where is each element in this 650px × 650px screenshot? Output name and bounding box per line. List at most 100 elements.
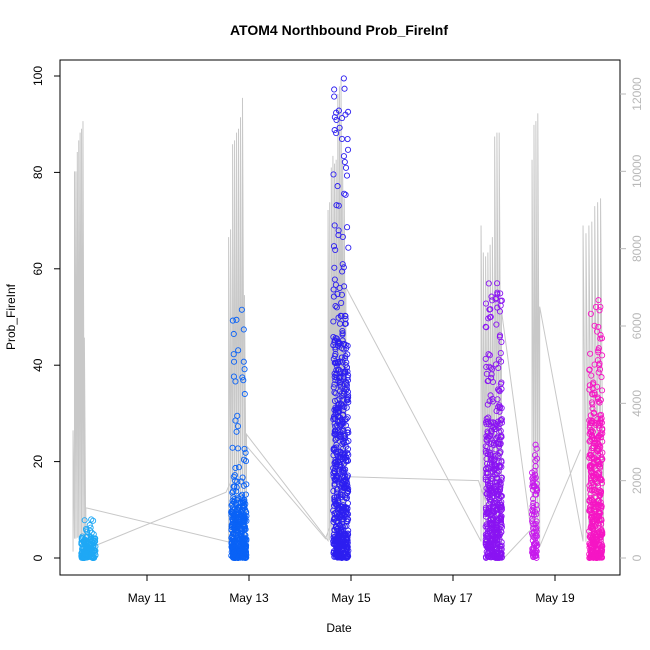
data-point	[594, 447, 601, 454]
data-point	[592, 501, 599, 508]
data-point	[340, 445, 347, 452]
data-point-max	[595, 297, 602, 304]
data-point	[331, 93, 338, 100]
data-point	[240, 326, 247, 333]
data-point	[230, 553, 237, 560]
data-point	[338, 291, 345, 298]
data-point	[496, 388, 503, 395]
data-point	[345, 553, 352, 560]
data-point	[488, 552, 495, 559]
data-point	[493, 521, 500, 528]
data-point	[345, 108, 352, 115]
data-point	[333, 304, 340, 311]
x-axis-label: Date	[326, 621, 352, 635]
data-point-max	[340, 75, 347, 82]
data-point	[343, 404, 350, 411]
data-point	[337, 513, 344, 520]
data-point	[343, 415, 350, 422]
data-point	[592, 541, 599, 549]
data-point	[334, 360, 341, 367]
data-point	[234, 534, 242, 541]
data-point	[341, 530, 349, 537]
data-point	[494, 540, 501, 548]
data-point	[241, 366, 248, 373]
data-point	[530, 545, 537, 552]
data-point	[482, 474, 489, 481]
data-point	[586, 386, 593, 393]
data-point	[598, 527, 605, 534]
data-point	[588, 511, 595, 519]
data-point	[342, 164, 350, 171]
data-point	[498, 554, 505, 561]
data-point	[485, 540, 492, 547]
data-point	[487, 392, 494, 399]
data-point	[597, 335, 604, 342]
data-point	[483, 521, 490, 528]
data-point	[234, 423, 241, 430]
data-point	[599, 352, 606, 359]
data-point	[83, 543, 90, 550]
data-point	[531, 540, 538, 548]
data-point	[331, 430, 339, 437]
data-point	[331, 86, 338, 93]
data-point	[496, 402, 503, 409]
data-point	[596, 509, 603, 516]
data-point	[586, 430, 593, 437]
data-point	[342, 320, 349, 327]
data-point	[498, 459, 505, 466]
data-point	[495, 386, 502, 393]
data-point	[482, 355, 489, 362]
y2-tick-label: 12000	[630, 77, 644, 111]
data-point	[487, 306, 494, 313]
y-tick-label: 20	[31, 455, 45, 469]
data-point	[483, 455, 490, 462]
data-point	[242, 449, 249, 456]
data-point	[596, 366, 604, 373]
data-point	[598, 434, 605, 441]
data-point	[81, 554, 88, 562]
series-2	[228, 306, 250, 562]
data-point	[497, 545, 504, 552]
data-point	[597, 477, 604, 484]
data-point	[232, 522, 239, 529]
data-point	[331, 431, 338, 438]
data-point	[533, 528, 540, 535]
data-point	[338, 468, 345, 475]
data-point	[590, 460, 597, 467]
data-point	[334, 290, 341, 298]
data-point	[486, 352, 493, 359]
data-point	[330, 286, 337, 293]
data-point	[531, 452, 539, 459]
data-point	[596, 362, 603, 369]
data-point	[241, 498, 248, 505]
data-point	[483, 370, 490, 377]
data-point	[340, 264, 347, 271]
data-point	[598, 374, 605, 381]
data-point	[330, 446, 337, 453]
data-point	[344, 490, 351, 497]
data-point	[235, 511, 242, 518]
data-point	[495, 364, 502, 372]
data-point-max	[238, 306, 245, 313]
data-point	[343, 172, 351, 179]
data-point	[233, 316, 240, 323]
data-point	[595, 451, 602, 458]
x-tick-label: May 11	[128, 591, 167, 605]
data-point	[493, 435, 500, 442]
data-point	[498, 297, 505, 304]
data-point	[494, 499, 501, 506]
data-point	[84, 545, 91, 553]
data-point	[331, 127, 338, 134]
data-point	[482, 476, 489, 483]
data-point	[336, 378, 344, 386]
data-point	[587, 429, 594, 436]
data-point	[598, 415, 605, 422]
data-point	[586, 366, 593, 373]
data-point	[338, 503, 345, 510]
data-point	[487, 428, 495, 435]
data-point	[344, 224, 351, 231]
data-point	[486, 398, 493, 405]
data-point	[485, 414, 492, 421]
data-point	[492, 462, 499, 469]
data-point	[486, 536, 494, 543]
